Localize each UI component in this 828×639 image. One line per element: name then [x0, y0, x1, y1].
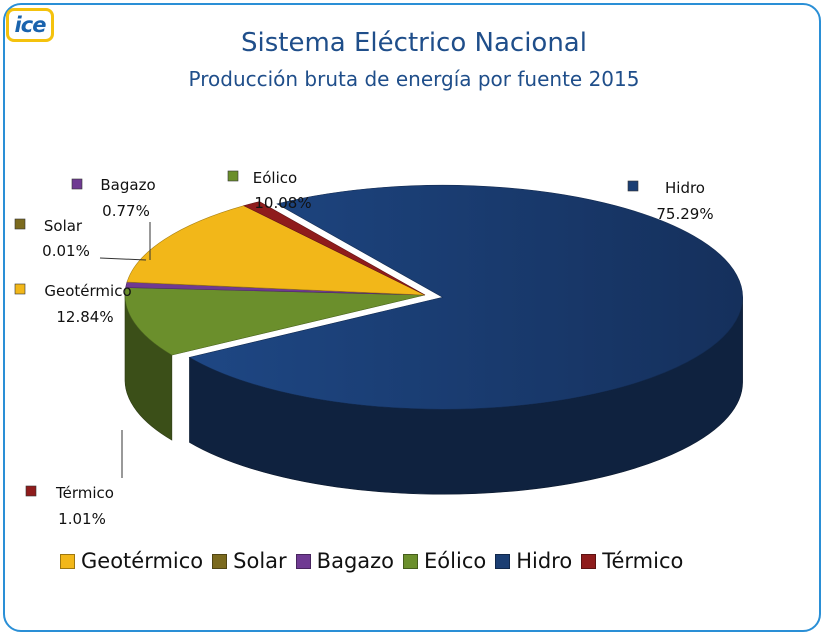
data-label-name-geotermico: Geotérmico [44, 282, 131, 300]
data-label-name-eolico: Eólico [253, 169, 297, 187]
data-label-name-termico: Térmico [55, 484, 114, 502]
label-swatch-solar [14, 218, 26, 230]
legend-label-solar: Solar [233, 549, 287, 573]
slice-geotermico [126, 205, 426, 296]
slice-termico [243, 201, 426, 296]
legend-label-termico: Térmico [602, 549, 684, 573]
data-label-value-termico: 1.01% [58, 510, 106, 528]
legend-item-eolico: Eólico [403, 549, 486, 573]
data-label-value-solar: 0.01% [42, 242, 90, 260]
legend-label-hidro: Hidro [516, 549, 573, 573]
legend-swatch-eolico [403, 553, 419, 569]
legend-label-bagazo: Bagazo [316, 549, 395, 573]
logo-text: ice [14, 12, 47, 37]
legend-label-geotermico: Geotérmico [81, 549, 204, 573]
legend-swatch-hidro [495, 553, 511, 569]
legend-item-hidro: Hidro [495, 549, 572, 573]
legend-item-geotermico: Geotérmico [60, 549, 203, 573]
leader-line-solar [99, 257, 147, 261]
legend-swatch-geotermico [60, 553, 75, 569]
legend-swatch-bagazo [295, 553, 311, 569]
legend-swatch-termico [581, 553, 597, 569]
legend-swatch-solar [212, 553, 228, 569]
data-label-name-solar: Solar [44, 217, 83, 235]
chart-legend: Geotérmico Solar Bagazo Eólico Hidro Térmico [60, 549, 692, 573]
data-label-name-bagazo: Bagazo [100, 176, 155, 194]
chart-title: Sistema Eléctrico Nacional [241, 28, 587, 58]
data-label-value-bagazo: 0.77% [102, 202, 150, 220]
label-swatch-bagazo [71, 178, 83, 190]
data-label-value-geotermico: 12.84% [56, 308, 113, 326]
legend-item-solar: Solar [212, 549, 287, 573]
data-label-value-eolico: 10.08% [254, 194, 311, 212]
label-swatch-termico [25, 485, 37, 497]
slice-hidro [188, 184, 743, 410]
data-label-value-hidro: 75.29% [656, 205, 713, 223]
legend-label-eolico: Eólico [424, 549, 487, 573]
legend-item-bagazo: Bagazo [295, 549, 395, 573]
label-swatch-geotermico [14, 283, 26, 295]
label-swatch-hidro [627, 180, 639, 192]
label-swatch-eolico [227, 170, 239, 182]
ice-logo: ice [6, 8, 54, 42]
data-label-name-hidro: Hidro [665, 179, 705, 197]
slice-eolico [124, 287, 426, 356]
legend-item-termico: Térmico [581, 549, 683, 573]
chart-subtitle: Producción bruta de energía por fuente 2… [188, 67, 640, 91]
